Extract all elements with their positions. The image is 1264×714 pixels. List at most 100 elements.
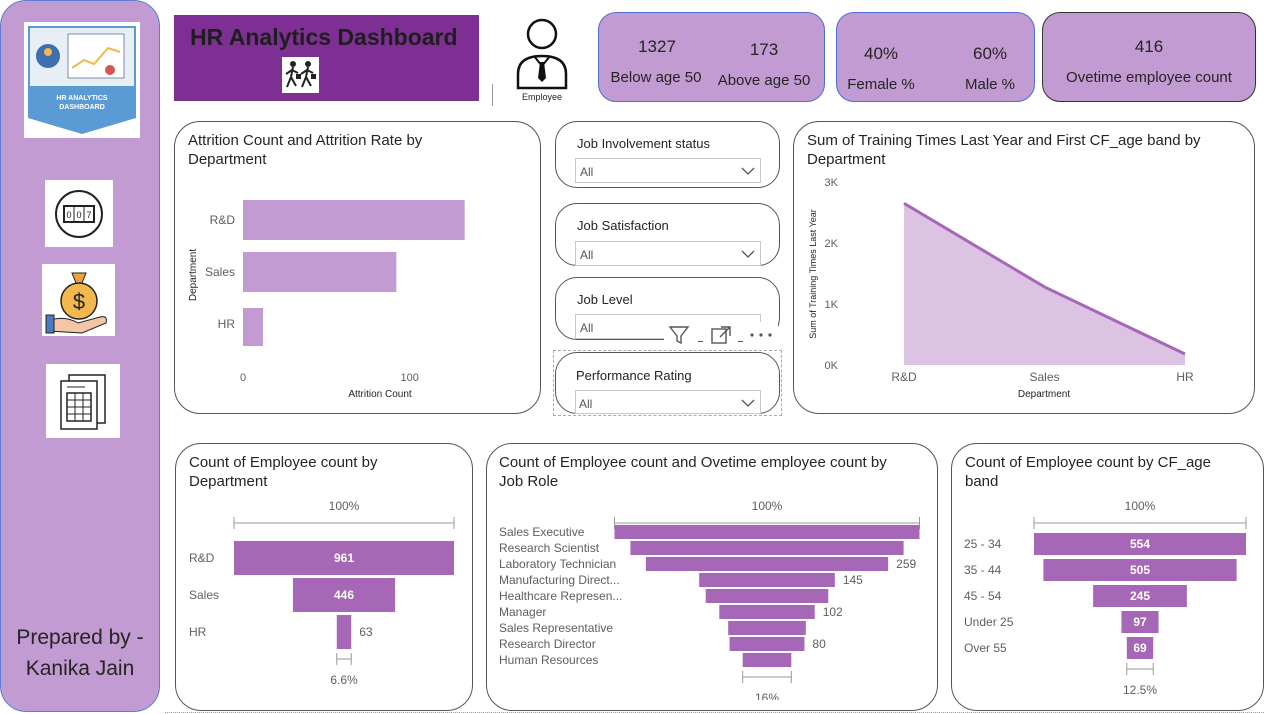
funnel-value-label: 69 [1133,641,1147,655]
dept-funnel-title: Count of Employee count by Department [189,454,378,490]
kpi-overtime-value: 416 [1134,37,1164,56]
role-funnel-title: Count of Employee count and Ovetime empl… [499,454,887,490]
funnel-bar[interactable] [705,589,829,603]
age-funnel-title: Count of Employee count by CF_age band [965,454,1211,490]
focus-mode-icon[interactable] [710,325,732,345]
funnel-bar[interactable] [729,637,805,651]
funnel-bottom-percent: 12.5% [1123,683,1157,697]
dept-funnel-chart: 100% R&D 961 Sales 446 HR 63 6.6% [189,499,455,687]
slicer-performance-rating-dropdown[interactable] [575,390,761,414]
training-chart-card[interactable] [793,121,1255,414]
kpi-above50-label: Above age 50 [717,72,811,89]
funnel-category-label: Human Resources [499,653,598,667]
attrition-y-axis-label: Department [188,249,199,301]
funnel-category-label: Sales Representative [499,621,613,635]
slicer-job-involvement-dropdown[interactable] [575,158,761,183]
funnel-category-label: R&D [189,551,215,565]
funnel-bar[interactable] [614,525,920,539]
funnel-category-label: Research Director [499,637,596,651]
logo-text-line2: DASHBOARD [59,104,105,111]
money-bag-icon-button[interactable]: $ [42,264,115,336]
slicer-performance-rating-title: Performance Rating [576,368,692,383]
training-y-tick: 2K [825,238,839,250]
attrition-bar[interactable] [243,200,465,240]
prepared-by: Prepared by - Kanika Jain [0,622,160,684]
employee-icon-box: Employee [510,12,574,108]
people-walking-icon [282,57,319,93]
role-funnel-chart: 100% Sales Executive Research Scientist Lab… [499,499,920,700]
kpi-below50-label: Below age 50 [610,69,702,86]
attrition-chart-title: Attrition Count and Attrition Rate by De… [188,132,423,168]
funnel-bar[interactable] [1034,533,1246,555]
kpi-age-card [598,12,825,102]
funnel-bar[interactable] [728,621,806,635]
dept-funnel-card[interactable] [175,443,473,711]
training-x-tick: Sales [1029,370,1059,384]
funnel-category-label: 35 - 44 [964,563,1002,577]
page-title: HR Analytics Dashboard [190,24,458,50]
slicer-job-involvement-value: All [580,165,594,179]
svg-text:7: 7 [86,210,91,220]
employee-label: Employee [521,92,563,102]
training-y-axis-label: Sum of Training Times Last Year [808,209,818,339]
attrition-category-label: HR [218,317,236,331]
employee-icon [516,18,568,90]
attrition-bar[interactable] [243,308,263,346]
attrition-x-axis-label: Attrition Count [348,389,412,400]
funnel-bar[interactable] [630,541,904,555]
funnel-bar[interactable] [1043,559,1237,581]
toolbar-separator [738,341,743,342]
slicer-job-satisfaction-title: Job Satisfaction [577,218,669,233]
training-area [904,203,1185,365]
filter-icon[interactable] [668,325,690,345]
attrition-category-label: R&D [210,213,236,227]
counter-icon-button[interactable]: 0 0 7 [45,180,113,247]
funnel-value-label: 505 [1130,563,1150,577]
funnel-bar[interactable] [742,653,792,667]
funnel-value-label: 102 [823,605,843,619]
funnel-bar[interactable] [234,541,454,575]
training-y-tick: 1K [825,299,839,311]
funnel-bar[interactable] [719,605,815,619]
logo: HR ANALYTICS DASHBOARD [24,22,140,138]
svg-text:0: 0 [66,210,71,220]
funnel-bar[interactable] [1121,611,1159,633]
funnel-bar[interactable] [1126,637,1154,659]
funnel-bar[interactable] [1093,585,1187,607]
funnel-value-label: 80 [812,637,826,651]
training-area-chart: 0K 1K 2K 3K R&D Sales HR Department Sum of Train… [808,177,1194,400]
spreadsheet-icon-button[interactable] [46,364,120,438]
training-line[interactable] [903,202,1186,356]
chevron-down-icon[interactable] [741,249,755,259]
svg-text:0: 0 [76,210,81,220]
chevron-down-icon[interactable] [741,166,755,176]
funnel-top-percent: 100% [1125,499,1156,513]
kpi-gender-card [836,12,1035,102]
funnel-bar[interactable] [645,557,889,571]
kpi-overtime-label: Ovetime employee count [1066,69,1232,86]
attrition-bar[interactable] [243,252,397,292]
kpi-female-value: 40% [863,44,899,63]
attrition-x-tick: 0 [240,372,246,384]
money-bag-icon: $ [45,272,107,334]
funnel-value-label: 554 [1130,537,1150,551]
funnel-value-label: 245 [1130,589,1150,603]
chevron-down-icon[interactable] [741,398,755,408]
funnel-category-label: Manufacturing Direct... [499,573,620,587]
funnel-value-label: 97 [1133,615,1147,629]
funnel-bar[interactable] [292,578,396,612]
funnel-bar[interactable] [699,573,835,587]
funnel-value-label: 145 [843,573,863,587]
attrition-category-label: Sales [205,265,235,279]
page-bottom-border [165,712,1264,713]
funnel-bar[interactable] [336,615,352,649]
more-options-icon[interactable] [748,330,774,340]
funnel-category-label: Research Scientist [499,541,600,555]
slicer-job-satisfaction-dropdown[interactable] [575,241,761,266]
kpi-overtime-card [1042,12,1256,102]
slicer-job-involvement-title: Job Involvement status [577,136,710,151]
funnel-value-label: 961 [334,551,354,565]
counter-icon: 0 0 7 [55,189,103,238]
svg-text:$: $ [72,289,84,314]
funnel-value-label: 446 [334,588,354,602]
